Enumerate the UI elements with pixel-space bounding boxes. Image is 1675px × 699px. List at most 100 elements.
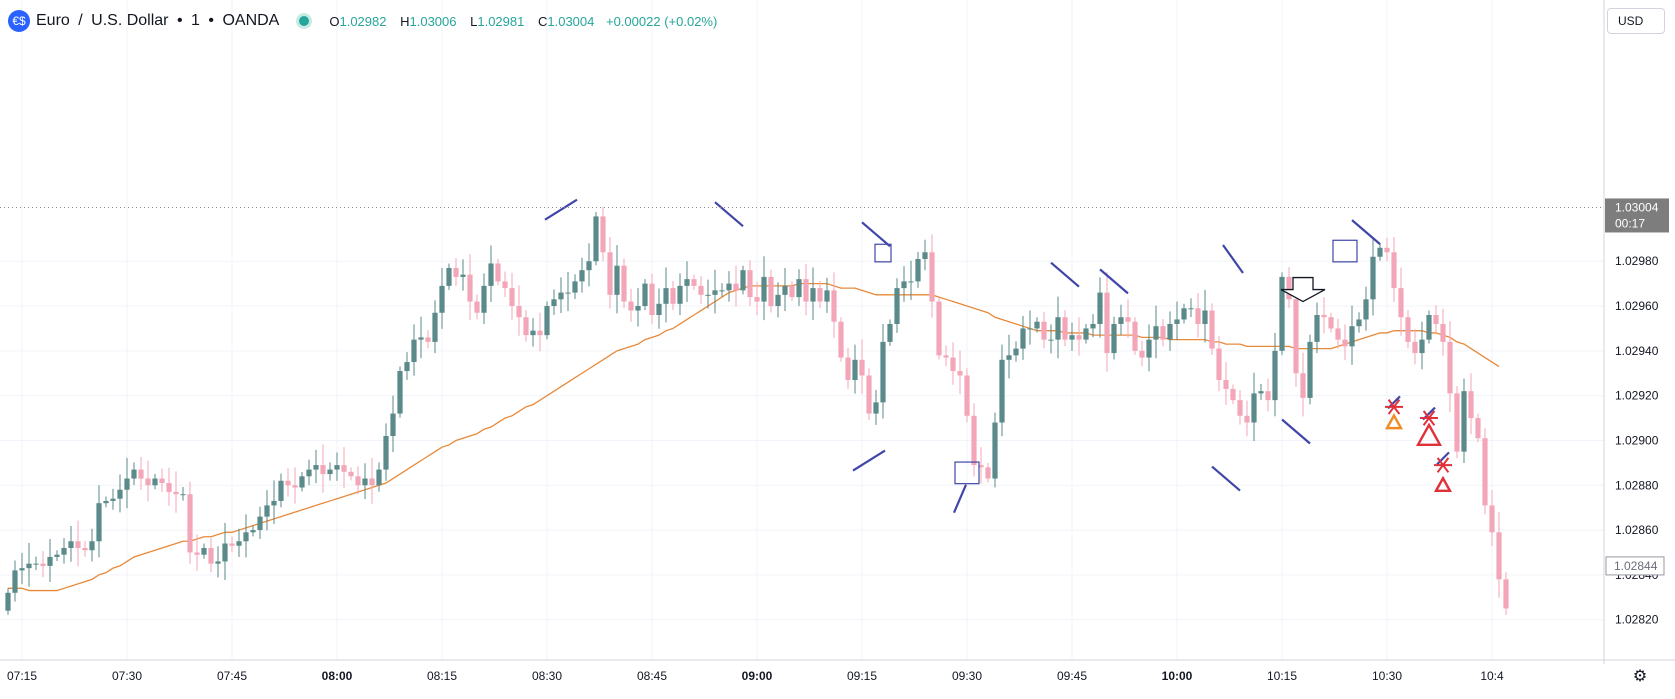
annotation-slash bbox=[1281, 418, 1311, 445]
last-price-label: 1.03004 bbox=[1615, 200, 1659, 214]
candle-body bbox=[369, 478, 375, 486]
candle-body bbox=[838, 321, 844, 358]
candle-body bbox=[201, 547, 207, 555]
candle-body bbox=[922, 252, 928, 259]
candle-body bbox=[131, 469, 137, 479]
candle-body bbox=[1132, 321, 1138, 351]
annotation-box bbox=[1332, 239, 1358, 263]
candle-body bbox=[719, 290, 725, 292]
low-label: L bbox=[470, 13, 478, 29]
candle-body bbox=[1167, 323, 1173, 340]
candle-body bbox=[1433, 314, 1439, 324]
candle-body bbox=[222, 543, 228, 562]
candle-body bbox=[1013, 348, 1019, 356]
low-value: 1.02981 bbox=[477, 13, 525, 29]
candle-body bbox=[894, 288, 900, 324]
candle-body bbox=[845, 357, 851, 380]
candle-body bbox=[726, 283, 732, 291]
candle-body bbox=[390, 413, 396, 436]
candle-body bbox=[236, 541, 242, 546]
candle-body bbox=[1321, 314, 1327, 318]
candle-body bbox=[579, 270, 585, 282]
candle-body bbox=[1069, 335, 1075, 340]
candle-body bbox=[285, 480, 291, 486]
candle-body bbox=[1265, 391, 1271, 401]
candle-body bbox=[852, 359, 858, 380]
candle-body bbox=[887, 323, 893, 342]
candle-body bbox=[1405, 317, 1411, 342]
candle-body bbox=[796, 279, 802, 298]
close-label: C bbox=[537, 13, 548, 29]
candle-body bbox=[278, 480, 284, 501]
annotation-slash bbox=[861, 221, 891, 248]
currency-button[interactable]: USD bbox=[1607, 8, 1665, 34]
triangle-marker bbox=[1415, 422, 1443, 446]
x-tick-label: 08:45 bbox=[637, 669, 667, 683]
ohlc-values: O1.02982 H1.03006 L1.02981 C1.03004 +0.0… bbox=[327, 14, 725, 29]
x-tick-label: 07:30 bbox=[112, 669, 142, 683]
candle-body bbox=[152, 478, 158, 486]
candle-body bbox=[502, 281, 508, 289]
annotation-slash bbox=[1211, 465, 1241, 492]
candle-body bbox=[950, 357, 956, 372]
symbol-title[interactable]: Euro / U.S. Dollar • 1 • OANDA bbox=[36, 12, 279, 30]
candle-body bbox=[775, 294, 781, 307]
candle-body bbox=[761, 276, 767, 302]
candle-body bbox=[453, 267, 459, 277]
candle-body bbox=[1349, 326, 1355, 347]
candle-body bbox=[1426, 314, 1432, 340]
candle-body bbox=[943, 355, 949, 358]
candle-body bbox=[215, 561, 221, 564]
candle-body bbox=[565, 292, 571, 294]
high-label: H bbox=[400, 13, 410, 29]
candle-body bbox=[649, 283, 655, 315]
candle-body bbox=[782, 285, 788, 295]
candle-body bbox=[208, 547, 214, 564]
candle-body bbox=[1286, 276, 1292, 300]
candle-body bbox=[1377, 247, 1383, 257]
candle-body bbox=[159, 478, 165, 484]
x-tick-label: 10:4 bbox=[1480, 669, 1504, 683]
candle-body bbox=[1335, 328, 1341, 340]
candle-body bbox=[621, 265, 627, 302]
candle-body bbox=[68, 541, 74, 548]
candle-body bbox=[1307, 341, 1313, 398]
x-tick-label: 07:15 bbox=[7, 669, 37, 683]
candle-body bbox=[376, 469, 382, 486]
candle-body bbox=[75, 541, 81, 548]
candle-body bbox=[180, 494, 186, 496]
candle-body bbox=[1188, 308, 1194, 310]
candle-body bbox=[110, 498, 116, 501]
candle-body bbox=[320, 465, 326, 475]
candle-body bbox=[901, 281, 907, 289]
candle-body bbox=[33, 563, 39, 565]
gear-icon[interactable]: ⚙ bbox=[1632, 668, 1648, 685]
candle-body bbox=[404, 362, 410, 372]
star-marker bbox=[1422, 410, 1436, 426]
candle-body bbox=[656, 303, 662, 315]
candle-body bbox=[824, 290, 830, 302]
candle-body bbox=[768, 276, 774, 307]
candle-body bbox=[1090, 323, 1096, 329]
candle-body bbox=[355, 476, 361, 486]
candle-body bbox=[1482, 438, 1488, 506]
x-tick-label: 09:45 bbox=[1057, 669, 1087, 683]
symbol-quote: U.S. Dollar bbox=[91, 12, 169, 29]
y-tick-label: 1.02820 bbox=[1615, 613, 1659, 627]
candle-body bbox=[789, 285, 795, 298]
candle-body bbox=[642, 283, 648, 307]
market-status-dot[interactable] bbox=[299, 16, 310, 26]
candle-body bbox=[1300, 373, 1306, 398]
candle-body bbox=[1447, 341, 1453, 394]
candle-body bbox=[61, 547, 67, 555]
candle-body bbox=[1139, 350, 1145, 358]
candle-body bbox=[103, 500, 109, 504]
candle-body bbox=[166, 483, 172, 492]
candle-body bbox=[138, 469, 144, 479]
x-tick-label: 08:15 bbox=[427, 669, 457, 683]
annotation-slash bbox=[1222, 244, 1244, 274]
candle-body bbox=[54, 554, 60, 557]
candle-body bbox=[1020, 328, 1026, 349]
candle-body bbox=[1006, 355, 1012, 360]
